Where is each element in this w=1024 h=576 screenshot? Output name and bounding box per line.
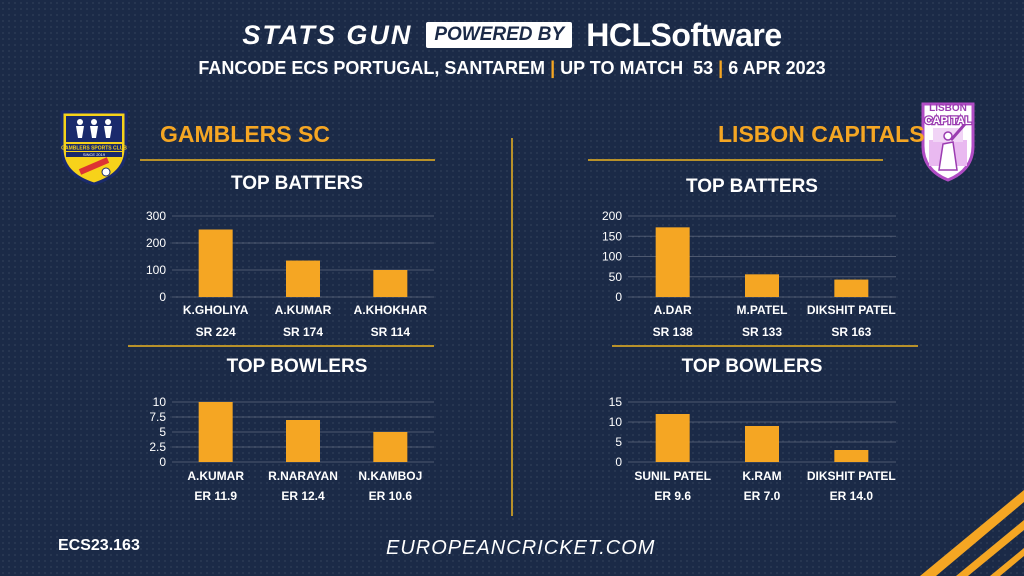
separator: | (718, 58, 724, 78)
y-tick-label: 100 (146, 263, 166, 277)
category-label: A.KHOKHAR (354, 303, 428, 317)
bar (198, 402, 233, 462)
category-label: DIKSHIT PATEL (807, 469, 896, 483)
stat-sublabel: SR 163 (831, 325, 871, 339)
y-tick-label: 200 (602, 209, 622, 223)
section-title-left-batters: TOP BATTERS (231, 173, 363, 194)
y-tick-label: 7.5 (149, 410, 166, 424)
gamblers-logo-text: GAMBLERS SPORTS CLUB (61, 146, 127, 152)
category-label: A.KUMAR (187, 469, 244, 483)
sponsor-hcl: HCL (586, 16, 651, 53)
bar (655, 227, 690, 297)
team-name-right: LISBON CAPITALS (718, 121, 925, 147)
y-tick-label: 0 (159, 290, 166, 304)
category-label: A.KUMAR (275, 303, 332, 317)
category-label: A.DAR (654, 303, 692, 317)
stat-sublabel: ER 10.6 (369, 489, 413, 503)
category-label: DIKSHIT PATEL (807, 303, 896, 317)
stats-gun-title: STATS GUN (242, 19, 413, 50)
brand-bar: STATS GUN POWERED BY HCLSoftware (0, 14, 1024, 56)
bar (834, 279, 869, 297)
sponsor-logo: HCLSoftware (586, 16, 782, 54)
bar (834, 450, 869, 462)
bar (373, 432, 408, 462)
center-divider (511, 138, 513, 516)
mid-rule-right (612, 345, 918, 347)
y-tick-label: 15 (609, 395, 623, 409)
separator: | (550, 58, 556, 78)
y-tick-label: 100 (602, 250, 622, 264)
y-tick-label: 5 (615, 435, 622, 449)
category-label: K.GHOLIYA (183, 303, 249, 317)
y-tick-label: 10 (153, 395, 167, 409)
bar (286, 420, 320, 462)
bar (745, 274, 779, 297)
stat-sublabel: ER 9.6 (654, 489, 691, 503)
footer-site: EUROPEANCRICKET.COM (386, 537, 656, 559)
subtitle-date: 6 APR 2023 (728, 58, 826, 78)
section-title-left-bowlers: TOP BOWLERS (226, 356, 368, 377)
stat-sublabel: ER 12.4 (281, 489, 325, 503)
sponsor-software: Software (650, 16, 782, 53)
team-rule-right (588, 159, 883, 161)
y-tick-label: 0 (615, 290, 622, 304)
bar (373, 270, 408, 297)
y-tick-label: 150 (602, 229, 622, 243)
bar (745, 426, 779, 462)
bar (198, 229, 233, 297)
y-tick-label: 2.5 (149, 440, 166, 454)
powered-by-badge: POWERED BY (426, 22, 573, 48)
y-tick-label: 300 (146, 209, 166, 223)
category-label: SUNIL PATEL (634, 469, 711, 483)
y-tick-label: 50 (609, 270, 623, 284)
bar (655, 414, 690, 462)
gamblers-logo-subtext: SINCE 2019 (83, 152, 106, 157)
subtitle: FANCODE ECS PORTUGAL, SANTAREM | UP TO M… (0, 58, 1024, 79)
lisbon-capitals-logo: LISBON CAPITAL (921, 102, 975, 182)
category-label: R.NARAYAN (268, 469, 338, 483)
y-tick-label: 10 (609, 415, 623, 429)
category-label: N.KAMBOJ (358, 469, 422, 483)
subtitle-tournament: FANCODE ECS PORTUGAL, SANTAREM (198, 58, 546, 78)
category-label: K.RAM (742, 469, 781, 483)
section-title-right-bowlers: TOP BOWLERS (681, 356, 823, 377)
mid-rule-left (128, 345, 434, 347)
lisbon-logo-text: LISBON (929, 103, 967, 114)
team-rule-left (140, 159, 435, 161)
y-tick-label: 0 (615, 455, 622, 469)
stat-sublabel: ER 14.0 (830, 489, 874, 503)
subtitle-match: UP TO MATCH 53 (560, 58, 714, 78)
lisbon-logo-subtext: CAPITAL (925, 115, 972, 127)
category-label: M.PATEL (737, 303, 788, 317)
footer-id: ECS23.163 (58, 537, 140, 554)
y-tick-label: 200 (146, 236, 166, 250)
stat-sublabel: SR 133 (742, 325, 782, 339)
section-title-right-batters: TOP BATTERS (686, 176, 818, 197)
stat-sublabel: SR 174 (283, 325, 323, 339)
stat-sublabel: ER 11.9 (194, 489, 237, 503)
stat-sublabel: SR 114 (371, 325, 411, 339)
y-tick-label: 5 (159, 425, 166, 439)
stat-sublabel: ER 7.0 (744, 489, 781, 503)
bar (286, 260, 320, 297)
stat-sublabel: SR 224 (196, 325, 236, 339)
y-tick-label: 0 (159, 455, 166, 469)
team-name-left: GAMBLERS SC (160, 121, 330, 147)
gamblers-logo: GAMBLERS SPORTS CLUB SINCE 2019 (60, 110, 128, 186)
stat-sublabel: SR 138 (653, 325, 693, 339)
corner-stripes-decoration (920, 490, 1024, 576)
